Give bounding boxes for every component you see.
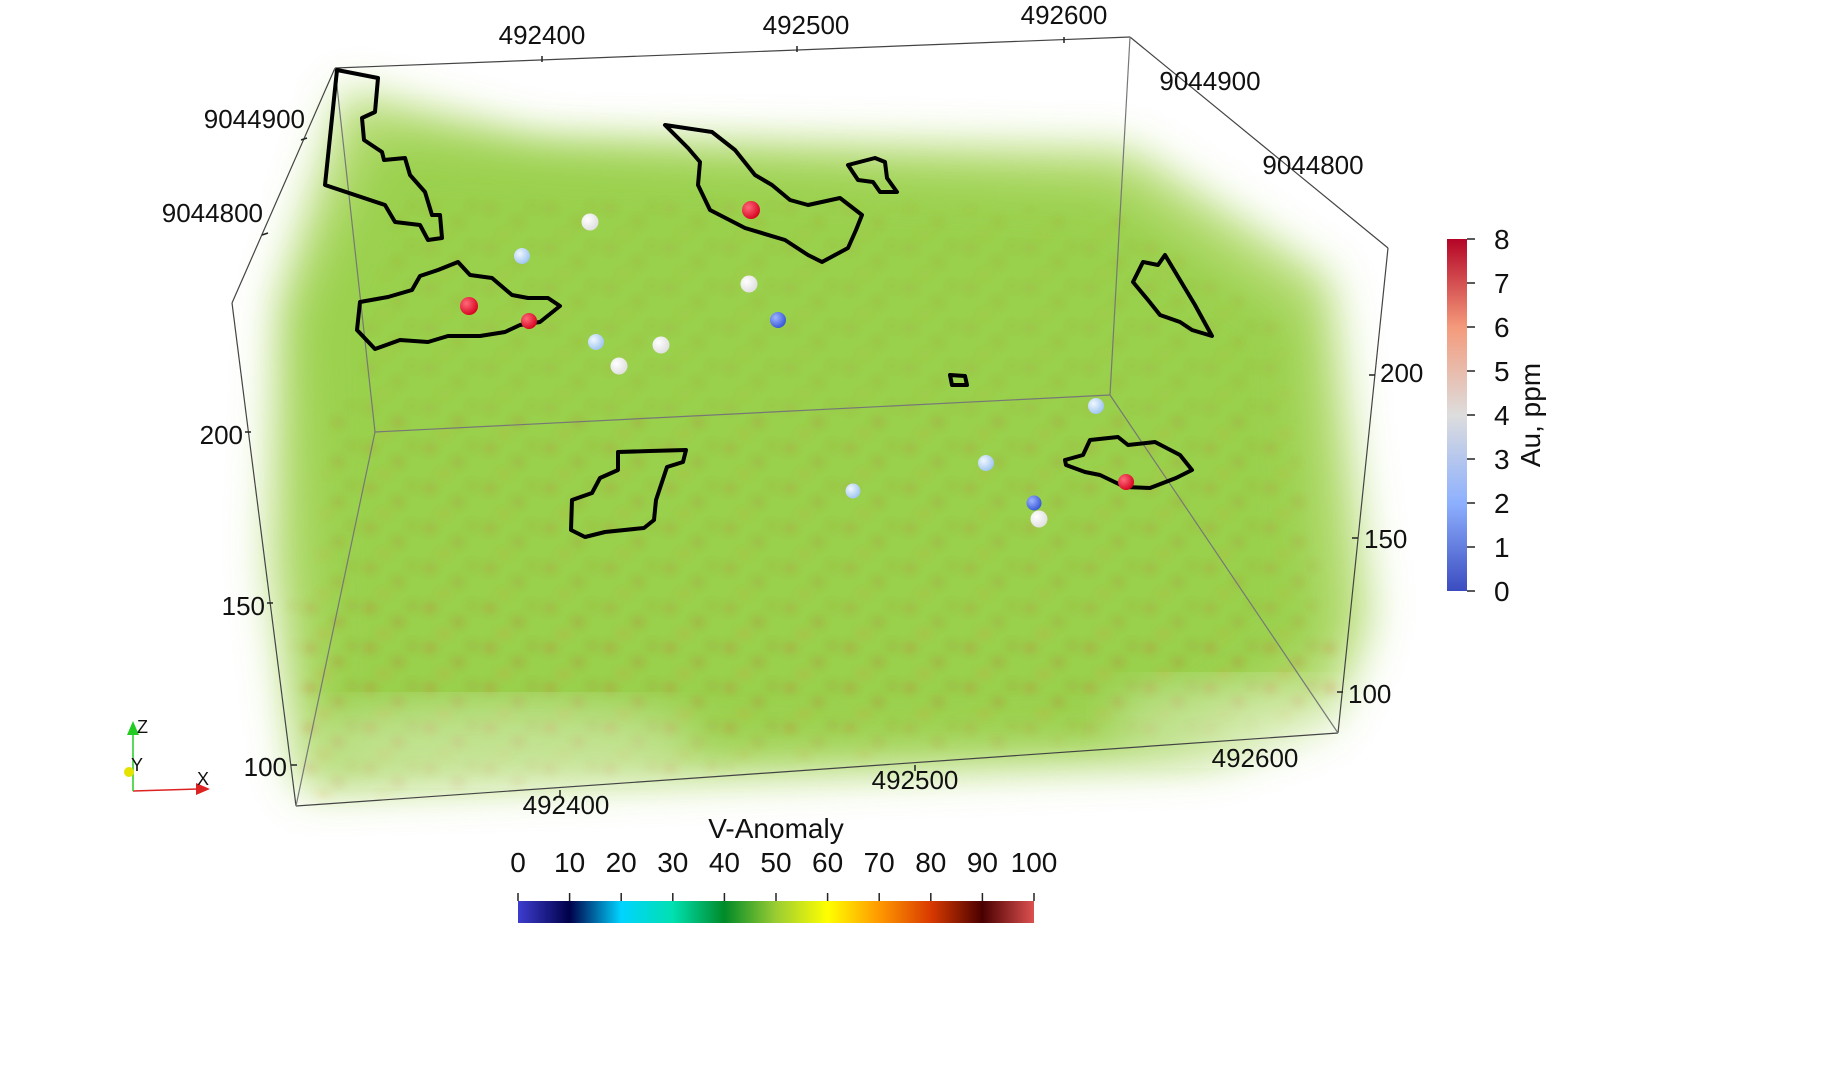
au-colorbar-title: Au, ppm <box>1515 363 1546 467</box>
x-bottom-tick-label: 492500 <box>872 765 959 795</box>
x-bottom-tick-label: 492400 <box>523 790 610 820</box>
v-tick-label: 30 <box>657 847 688 878</box>
v-tick-label: 40 <box>709 847 740 878</box>
orientation-axes: Z Y X <box>124 717 210 795</box>
y-right-tick-label: 9044800 <box>1262 150 1363 180</box>
polygon-outline <box>663 123 864 264</box>
x-bottom-tick-label: 492600 <box>1212 743 1299 773</box>
v-tick-label: 10 <box>554 847 585 878</box>
x-top-tick-label: 492600 <box>1021 0 1108 30</box>
sample-point <box>1118 474 1134 490</box>
v-colorbar-ramp <box>518 901 1034 923</box>
au-tick-label: 8 <box>1494 224 1510 255</box>
au-colorbar-ramp <box>1447 239 1467 591</box>
au-tick-label: 6 <box>1494 312 1510 343</box>
sample-point <box>740 275 758 293</box>
z-right-tick-label: 100 <box>1348 679 1391 709</box>
au-colorbar: 8 7 6 5 4 3 2 1 0 Au, ppm <box>1447 224 1546 607</box>
au-tick-label: 1 <box>1494 532 1510 563</box>
polygon-outline <box>846 156 899 194</box>
polygon-outline <box>948 373 969 387</box>
z-left-tick-label: 100 <box>244 752 287 782</box>
au-tick-label: 0 <box>1494 576 1510 607</box>
v-tick-label: 90 <box>967 847 998 878</box>
z-left-tick-label: 200 <box>200 420 243 450</box>
sample-point <box>588 334 604 350</box>
au-sample-points <box>460 201 1134 528</box>
sample-point <box>1088 398 1104 414</box>
sample-point <box>978 455 994 471</box>
bounding-box-outline <box>231 36 1389 807</box>
v-tick-label: 60 <box>812 847 843 878</box>
sample-point <box>460 297 478 315</box>
z-left-tick-label: 150 <box>222 591 265 621</box>
polygon-outline <box>323 68 444 242</box>
v-tick-label: 100 <box>1011 847 1058 878</box>
x-top-tick-label: 492400 <box>499 20 586 50</box>
polygon-outline <box>1063 435 1194 490</box>
sample-point <box>1030 510 1048 528</box>
au-tick-label: 3 <box>1494 444 1510 475</box>
au-tick-label: 7 <box>1494 268 1510 299</box>
v-tick-label: 80 <box>915 847 946 878</box>
au-tick-label: 5 <box>1494 356 1510 387</box>
z-right-tick-label: 150 <box>1364 524 1407 554</box>
x-top-tick-label: 492500 <box>763 10 850 40</box>
y-right-tick-label: 9044900 <box>1159 66 1260 96</box>
v-colorbar-title: V-Anomaly <box>708 813 843 844</box>
sample-point <box>845 483 861 499</box>
sample-point <box>742 201 760 219</box>
v-tick-label: 0 <box>510 847 526 878</box>
v-anomaly-colorbar: V-Anomaly 0 10 20 30 40 50 60 70 80 90 1… <box>510 813 1057 923</box>
polygon-outline <box>355 260 562 351</box>
sample-point <box>1026 495 1042 511</box>
sample-point <box>581 213 599 231</box>
axis-z-label: Z <box>137 717 148 737</box>
au-tick-label: 4 <box>1494 400 1510 431</box>
v-tick-label: 20 <box>606 847 637 878</box>
sample-point <box>521 313 537 329</box>
sample-point <box>652 336 670 354</box>
v-tick-label: 70 <box>864 847 895 878</box>
axis-ticks <box>245 37 1375 796</box>
polygon-outline <box>569 448 688 539</box>
v-tick-label: 50 <box>760 847 791 878</box>
z-right-tick-label: 200 <box>1380 358 1423 388</box>
axis-y-label: Y <box>131 755 143 775</box>
y-left-tick-label: 9044800 <box>162 198 263 228</box>
sample-point <box>770 312 786 328</box>
axis-labels: 492400 492500 492600 9044900 9044800 904… <box>162 0 1424 820</box>
sample-point <box>610 357 628 375</box>
sample-point <box>514 248 530 264</box>
y-left-tick-label: 9044900 <box>204 104 305 134</box>
au-tick-label: 2 <box>1494 488 1510 519</box>
polygon-outline <box>1131 253 1214 338</box>
v-anomaly-volume <box>270 90 1370 800</box>
outline-polygons <box>323 68 1214 539</box>
axis-x-label: X <box>197 769 209 789</box>
